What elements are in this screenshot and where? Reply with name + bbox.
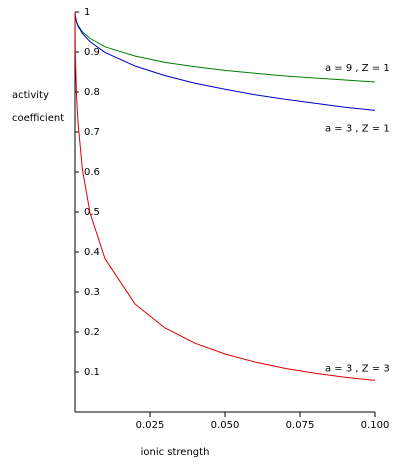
y-tick-label: 0.7 [84, 127, 100, 138]
y-tick-label: 0.6 [84, 167, 100, 178]
y-tick-label: 0.1 [84, 367, 100, 378]
y-tick-label: 0.5 [84, 207, 100, 218]
series-label: a = 3 , Z = 3 [325, 363, 390, 374]
series-line [74, 11, 376, 381]
y-tick-label: 0.2 [84, 327, 100, 338]
series-line [74, 11, 376, 111]
y-tick-label: 0.9 [84, 47, 100, 58]
x-axis-label: ionic strength [141, 447, 210, 458]
series-label: a = 9 , Z = 1 [325, 63, 390, 74]
y-tick-label: 0.8 [84, 87, 100, 98]
y-tick-label: 1 [84, 7, 90, 18]
y-axis-label: coefficient [12, 113, 64, 124]
y-tick-label: 0.3 [84, 287, 100, 298]
x-tick-label: 0.050 [211, 420, 240, 431]
x-tick-label: 0.025 [136, 420, 165, 431]
y-tick-label: 0.4 [84, 247, 100, 258]
series-label: a = 3 , Z = 1 [325, 123, 390, 134]
x-tick-label: 0.100 [361, 420, 390, 431]
y-axis-label: activity [12, 90, 49, 101]
x-tick-label: 0.075 [286, 420, 315, 431]
